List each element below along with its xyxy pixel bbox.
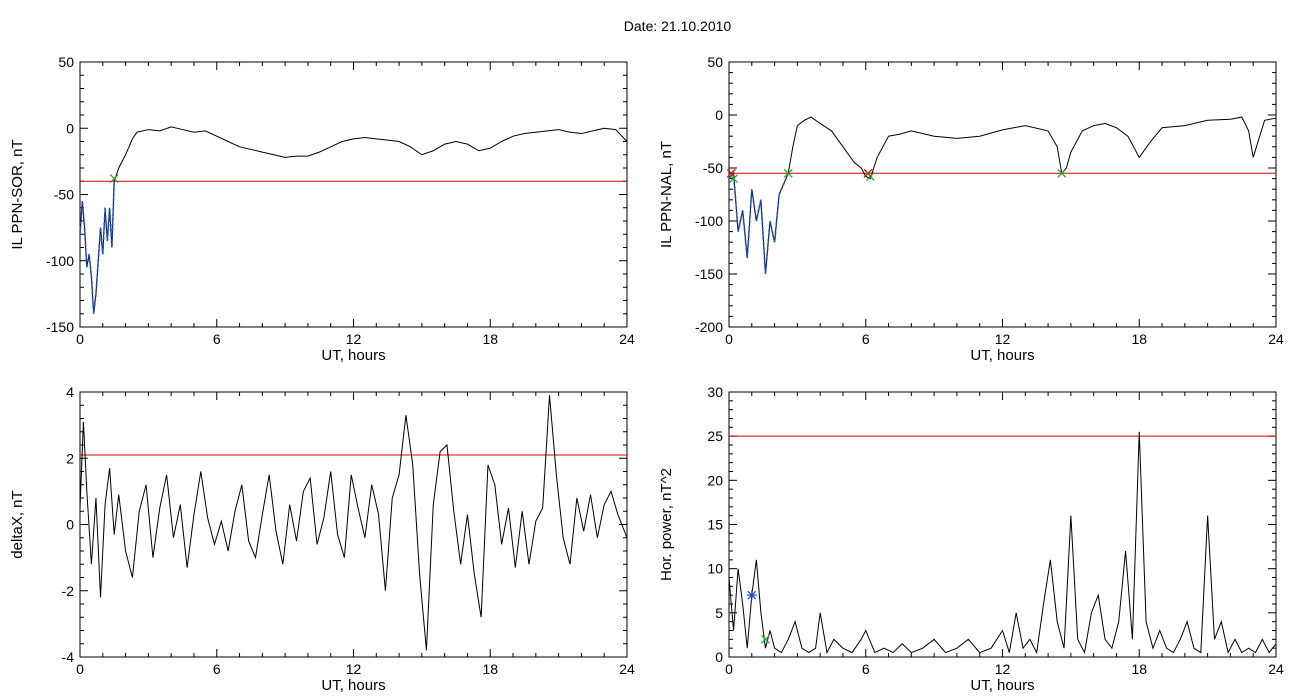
page-title: Date: 21.10.2010 (623, 18, 732, 34)
marker-green (1057, 168, 1067, 178)
x-tick-label: 24 (1268, 661, 1284, 677)
y-axis-label: deltaX, nT (9, 490, 26, 558)
x-axis-label: UT, hours (970, 677, 1034, 694)
y-tick-label: -100 (46, 253, 74, 269)
y-tick-label: 0 (66, 120, 74, 136)
y-tick-label: 5 (715, 605, 723, 621)
marker-green (865, 172, 875, 181)
x-tick-label: 6 (862, 661, 870, 677)
plot-frame (79, 391, 628, 658)
x-axis-label: UT, hours (321, 677, 385, 694)
x-tick-label: 18 (482, 331, 498, 347)
x-tick-label: 18 (1131, 661, 1147, 677)
x-tick-label: 0 (725, 331, 733, 347)
y-axis-label: IL PPN-SOR, nT (9, 139, 26, 249)
panel-sor: 0 6 12 18 24 50 0 -50 -100 -150 UT, hours IL PPN-SO… (9, 54, 635, 364)
marker-green (783, 168, 793, 178)
series-line (728, 116, 1277, 275)
series-line (728, 431, 1277, 655)
x-tick-label: 12 (346, 661, 362, 677)
y-tick-label: 50 (58, 54, 74, 70)
x-tick-label: 0 (76, 331, 84, 347)
y-tick-label: -150 (46, 319, 74, 335)
y-tick-label: -50 (54, 187, 74, 203)
y-axis-label: Hor. power, nT^2 (658, 468, 675, 581)
y-tick-label: 2 (66, 450, 74, 466)
y-tick-label: 20 (707, 472, 723, 488)
x-axis-label: UT, hours (970, 347, 1034, 364)
plot-frame (728, 61, 1277, 328)
y-tick-label: 0 (66, 517, 74, 533)
y-tick-label: -100 (695, 213, 723, 229)
x-tick-label: 6 (213, 661, 221, 677)
y-tick-label: -4 (62, 649, 75, 665)
y-tick-label: -2 (62, 583, 75, 599)
x-tick-label: 24 (619, 331, 635, 347)
x-tick-label: 12 (995, 661, 1011, 677)
x-tick-label: 6 (213, 331, 221, 347)
y-tick-label: -50 (703, 160, 723, 176)
x-tick-label: 12 (995, 331, 1011, 347)
marker-green (729, 174, 738, 184)
panel-deltax: 0 6 12 18 24 4 2 0 -2 -4 UT, hours deltaX, nT (9, 384, 635, 694)
plot-frame (79, 61, 628, 328)
y-tick-label: 50 (707, 54, 723, 70)
x-tick-label: 24 (1268, 331, 1284, 347)
y-axis-label: IL PPN-NAL, nT (658, 141, 675, 248)
marker-blue (746, 590, 757, 601)
marker-green (761, 634, 770, 644)
panel-nal: 0 6 12 18 24 50 0 -50 -100 -150 -200 UT, hours IL PP… (658, 54, 1284, 364)
x-tick-label: 18 (1131, 331, 1147, 347)
x-tick-label: 6 (862, 331, 870, 347)
y-tick-label: 0 (715, 107, 723, 123)
x-tick-label: 18 (482, 661, 498, 677)
y-tick-label: -200 (695, 319, 723, 335)
panel-power: 0 6 12 18 24 30 25 20 15 10 5 0 UT, hours Hor. power,… (658, 384, 1284, 694)
y-tick-label: -150 (695, 266, 723, 282)
series-line (79, 395, 628, 651)
y-tick-label: 10 (707, 561, 723, 577)
x-tick-label: 24 (619, 661, 635, 677)
marker-green (109, 174, 119, 184)
y-tick-label: 25 (707, 428, 723, 444)
x-axis-label: UT, hours (321, 347, 385, 364)
plot-frame (728, 391, 1277, 658)
series-line (79, 126, 628, 314)
highlight-segment (79, 181, 115, 314)
x-tick-label: 12 (346, 331, 362, 347)
x-tick-label: 0 (76, 661, 84, 677)
y-tick-label: 15 (707, 517, 723, 533)
marker-red (726, 168, 736, 178)
y-tick-label: 4 (66, 384, 74, 400)
highlight-segment (728, 171, 789, 275)
x-tick-label: 0 (725, 661, 733, 677)
y-tick-label: 30 (707, 384, 723, 400)
y-tick-label: 0 (715, 649, 723, 665)
